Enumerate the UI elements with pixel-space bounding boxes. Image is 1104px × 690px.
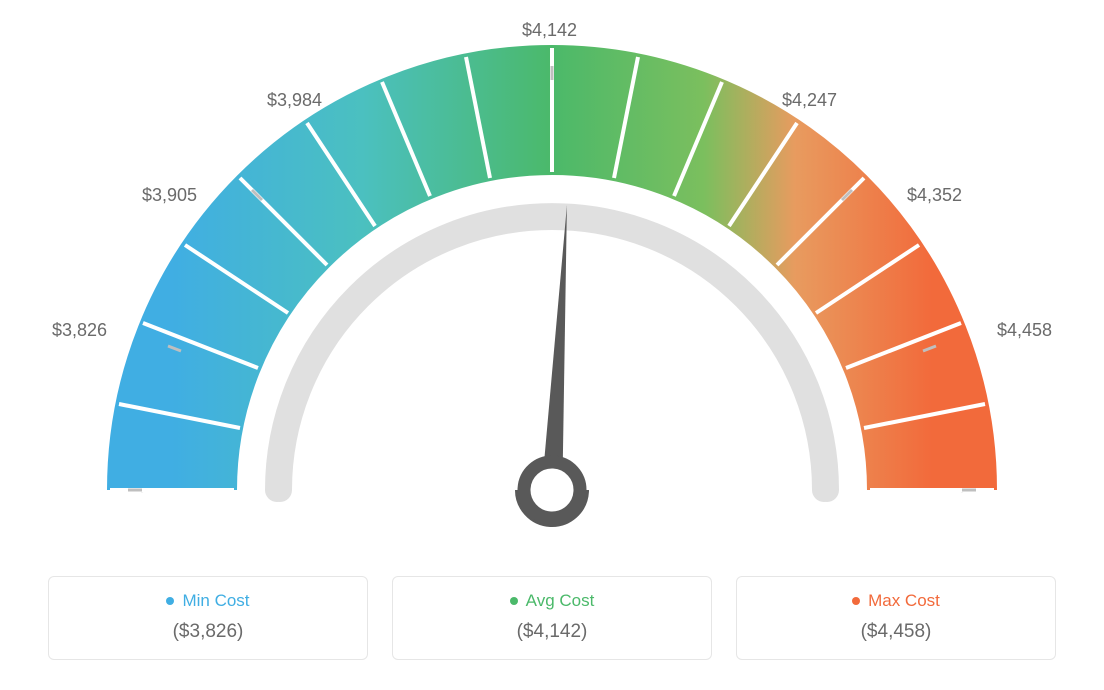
tick-label-1: $3,905 (142, 185, 197, 206)
max-dot-icon (852, 597, 860, 605)
max-cost-label: Max Cost (868, 591, 940, 611)
avg-cost-label: Avg Cost (526, 591, 595, 611)
gauge-svg (42, 20, 1062, 540)
tick-label-6: $4,458 (997, 320, 1052, 341)
avg-dot-icon (510, 597, 518, 605)
tick-label-0: $3,826 (52, 320, 107, 341)
min-cost-card: Min Cost ($3,826) (48, 576, 368, 660)
max-cost-card: Max Cost ($4,458) (736, 576, 1056, 660)
min-dot-icon (166, 597, 174, 605)
gauge-chart: $3,826 $3,905 $3,984 $4,142 $4,247 $4,35… (42, 20, 1062, 540)
summary-cards: Min Cost ($3,826) Avg Cost ($4,142) Max … (42, 576, 1062, 660)
avg-cost-card: Avg Cost ($4,142) (392, 576, 712, 660)
tick-label-3: $4,142 (522, 20, 577, 41)
min-cost-value: ($3,826) (49, 621, 367, 643)
avg-cost-value: ($4,142) (393, 621, 711, 643)
min-cost-label: Min Cost (182, 591, 249, 611)
tick-label-4: $4,247 (782, 90, 837, 111)
needle (520, 204, 596, 522)
max-cost-value: ($4,458) (737, 621, 1055, 643)
tick-label-5: $4,352 (907, 185, 962, 206)
tick-label-2: $3,984 (267, 90, 322, 111)
